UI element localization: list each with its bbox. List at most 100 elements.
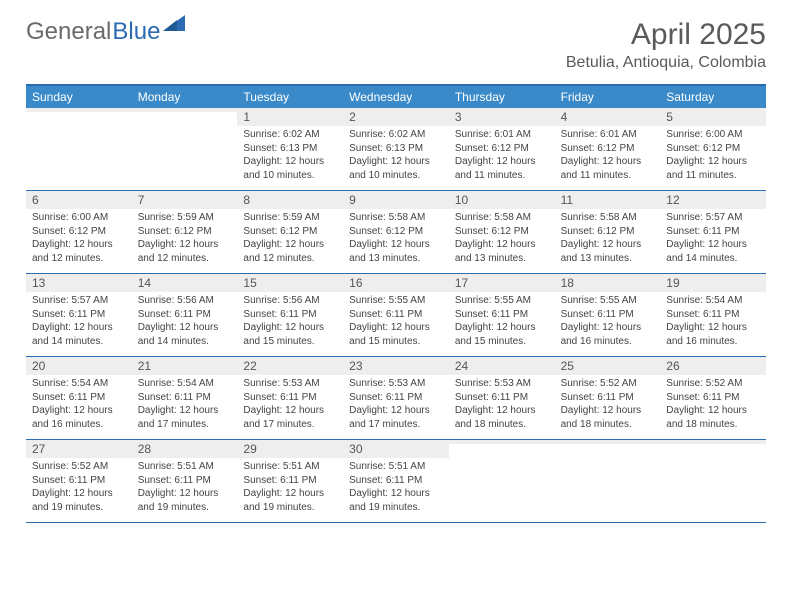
day-details: Sunrise: 5:52 AMSunset: 6:11 PMDaylight:…: [555, 375, 661, 435]
day-details: Sunrise: 5:53 AMSunset: 6:11 PMDaylight:…: [237, 375, 343, 435]
location-subtitle: Betulia, Antioquia, Colombia: [566, 54, 766, 72]
day-number: 6: [26, 191, 132, 209]
day-sunrise: Sunrise: 5:55 AM: [349, 294, 443, 308]
day-sunrise: Sunrise: 5:58 AM: [455, 211, 549, 225]
calendar-cell: 29Sunrise: 5:51 AMSunset: 6:11 PMDayligh…: [237, 440, 343, 522]
day-header: Wednesday: [343, 86, 449, 108]
day-sunrise: Sunrise: 5:54 AM: [666, 294, 760, 308]
day-number: 17: [449, 274, 555, 292]
day-daylight1: Daylight: 12 hours: [138, 238, 232, 252]
day-daylight2: and 14 minutes.: [666, 252, 760, 266]
day-daylight2: and 18 minutes.: [561, 418, 655, 432]
calendar-cell: 10Sunrise: 5:58 AMSunset: 6:12 PMDayligh…: [449, 191, 555, 273]
calendar-week: 6Sunrise: 6:00 AMSunset: 6:12 PMDaylight…: [26, 191, 766, 274]
day-sunrise: Sunrise: 6:02 AM: [243, 128, 337, 142]
day-daylight2: and 11 minutes.: [561, 169, 655, 183]
day-daylight2: and 18 minutes.: [455, 418, 549, 432]
day-header: Thursday: [449, 86, 555, 108]
day-sunrise: Sunrise: 5:55 AM: [561, 294, 655, 308]
day-daylight2: and 16 minutes.: [666, 335, 760, 349]
day-sunrise: Sunrise: 5:52 AM: [666, 377, 760, 391]
day-daylight2: and 11 minutes.: [455, 169, 549, 183]
day-number: 23: [343, 357, 449, 375]
day-details: Sunrise: 5:57 AMSunset: 6:11 PMDaylight:…: [26, 292, 132, 352]
day-sunrise: Sunrise: 6:01 AM: [561, 128, 655, 142]
day-sunset: Sunset: 6:12 PM: [455, 142, 549, 156]
day-sunset: Sunset: 6:12 PM: [349, 225, 443, 239]
calendar-cell: [132, 108, 238, 190]
day-daylight1: Daylight: 12 hours: [349, 238, 443, 252]
day-details: Sunrise: 6:00 AMSunset: 6:12 PMDaylight:…: [26, 209, 132, 269]
day-sunrise: Sunrise: 5:59 AM: [243, 211, 337, 225]
day-daylight1: Daylight: 12 hours: [32, 404, 126, 418]
day-number: 15: [237, 274, 343, 292]
calendar-cell: 3Sunrise: 6:01 AMSunset: 6:12 PMDaylight…: [449, 108, 555, 190]
day-header: Monday: [132, 86, 238, 108]
day-daylight1: Daylight: 12 hours: [243, 155, 337, 169]
day-sunset: Sunset: 6:11 PM: [243, 391, 337, 405]
day-sunrise: Sunrise: 6:02 AM: [349, 128, 443, 142]
day-header: Friday: [555, 86, 661, 108]
day-daylight1: Daylight: 12 hours: [666, 404, 760, 418]
day-details: [449, 444, 555, 450]
day-sunset: Sunset: 6:11 PM: [349, 391, 443, 405]
calendar-cell: 20Sunrise: 5:54 AMSunset: 6:11 PMDayligh…: [26, 357, 132, 439]
day-sunset: Sunset: 6:11 PM: [455, 308, 549, 322]
calendar-cell: 17Sunrise: 5:55 AMSunset: 6:11 PMDayligh…: [449, 274, 555, 356]
day-number: 24: [449, 357, 555, 375]
day-daylight2: and 17 minutes.: [349, 418, 443, 432]
day-daylight1: Daylight: 12 hours: [243, 321, 337, 335]
day-sunrise: Sunrise: 5:58 AM: [349, 211, 443, 225]
day-daylight1: Daylight: 12 hours: [138, 321, 232, 335]
day-details: Sunrise: 6:02 AMSunset: 6:13 PMDaylight:…: [237, 126, 343, 186]
day-daylight2: and 17 minutes.: [138, 418, 232, 432]
day-sunrise: Sunrise: 5:52 AM: [32, 460, 126, 474]
day-daylight2: and 12 minutes.: [243, 252, 337, 266]
calendar-cell: 7Sunrise: 5:59 AMSunset: 6:12 PMDaylight…: [132, 191, 238, 273]
day-daylight1: Daylight: 12 hours: [561, 238, 655, 252]
day-daylight2: and 19 minutes.: [32, 501, 126, 515]
day-number: 2: [343, 108, 449, 126]
calendar-cell: 12Sunrise: 5:57 AMSunset: 6:11 PMDayligh…: [660, 191, 766, 273]
day-daylight1: Daylight: 12 hours: [32, 238, 126, 252]
day-details: Sunrise: 5:56 AMSunset: 6:11 PMDaylight:…: [237, 292, 343, 352]
calendar-cell: 9Sunrise: 5:58 AMSunset: 6:12 PMDaylight…: [343, 191, 449, 273]
day-details: Sunrise: 6:01 AMSunset: 6:12 PMDaylight:…: [555, 126, 661, 186]
day-sunrise: Sunrise: 5:57 AM: [666, 211, 760, 225]
calendar-week: 27Sunrise: 5:52 AMSunset: 6:11 PMDayligh…: [26, 440, 766, 523]
day-sunrise: Sunrise: 5:51 AM: [243, 460, 337, 474]
day-daylight1: Daylight: 12 hours: [455, 238, 549, 252]
calendar-cell: 15Sunrise: 5:56 AMSunset: 6:11 PMDayligh…: [237, 274, 343, 356]
calendar-cell: [660, 440, 766, 522]
day-daylight1: Daylight: 12 hours: [243, 487, 337, 501]
day-number: 5: [660, 108, 766, 126]
day-sunrise: Sunrise: 6:00 AM: [666, 128, 760, 142]
day-details: Sunrise: 6:02 AMSunset: 6:13 PMDaylight:…: [343, 126, 449, 186]
day-daylight1: Daylight: 12 hours: [349, 404, 443, 418]
day-daylight2: and 19 minutes.: [243, 501, 337, 515]
day-sunset: Sunset: 6:12 PM: [561, 142, 655, 156]
day-details: Sunrise: 5:56 AMSunset: 6:11 PMDaylight:…: [132, 292, 238, 352]
day-sunset: Sunset: 6:11 PM: [138, 391, 232, 405]
day-details: Sunrise: 5:51 AMSunset: 6:11 PMDaylight:…: [343, 458, 449, 518]
day-daylight1: Daylight: 12 hours: [561, 155, 655, 169]
day-details: Sunrise: 5:53 AMSunset: 6:11 PMDaylight:…: [449, 375, 555, 435]
day-daylight2: and 15 minutes.: [455, 335, 549, 349]
logo-text-general: General: [26, 18, 111, 46]
day-daylight1: Daylight: 12 hours: [666, 238, 760, 252]
calendar-cell: 28Sunrise: 5:51 AMSunset: 6:11 PMDayligh…: [132, 440, 238, 522]
logo: General Blue: [26, 18, 185, 46]
day-sunset: Sunset: 6:11 PM: [666, 391, 760, 405]
day-sunset: Sunset: 6:11 PM: [243, 308, 337, 322]
day-daylight1: Daylight: 12 hours: [349, 487, 443, 501]
day-daylight2: and 12 minutes.: [138, 252, 232, 266]
day-header: Sunday: [26, 86, 132, 108]
day-sunrise: Sunrise: 5:54 AM: [138, 377, 232, 391]
day-daylight2: and 13 minutes.: [349, 252, 443, 266]
day-sunrise: Sunrise: 5:53 AM: [243, 377, 337, 391]
calendar-week: 20Sunrise: 5:54 AMSunset: 6:11 PMDayligh…: [26, 357, 766, 440]
calendar-cell: 19Sunrise: 5:54 AMSunset: 6:11 PMDayligh…: [660, 274, 766, 356]
calendar-cell: 18Sunrise: 5:55 AMSunset: 6:11 PMDayligh…: [555, 274, 661, 356]
day-sunrise: Sunrise: 5:54 AM: [32, 377, 126, 391]
day-daylight1: Daylight: 12 hours: [349, 321, 443, 335]
